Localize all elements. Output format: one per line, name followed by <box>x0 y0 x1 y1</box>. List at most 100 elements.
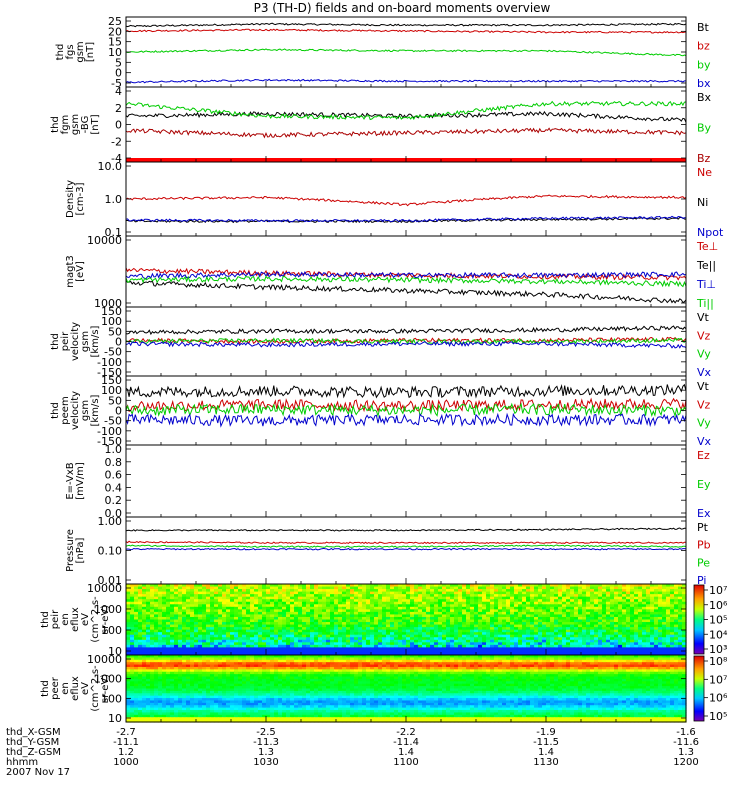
legend-label-Bz: Bz <box>697 152 711 165</box>
series-group-peir <box>125 325 687 349</box>
y-tick-label: 100 <box>101 692 122 705</box>
panel-efield: 1.00.80.60.40.20.0 E=-VxB [mV/m] Ez Ey Ex <box>65 443 711 520</box>
colorbar-tick-label: 10⁶ <box>709 692 728 705</box>
y-axis-label: en <box>60 613 71 626</box>
y-tick-label: 150 <box>101 374 122 387</box>
legend-label-Vz: Vz <box>697 329 711 342</box>
legend-label-Vt: Vt <box>697 380 710 393</box>
series-line-Vt <box>125 383 687 399</box>
y-axis-label: eV <box>80 613 91 626</box>
series-line-Bz <box>125 127 687 139</box>
y-axis-label: [km/s] <box>90 394 101 426</box>
y-axis-label: thd <box>40 611 51 628</box>
y-tick-label: 10000 <box>87 234 122 247</box>
legend-label-By: By <box>697 122 712 135</box>
series-line-Ni <box>125 216 687 224</box>
y-tick-label: 0.01 <box>98 574 123 587</box>
legend-label-Ne: Ne <box>697 166 712 179</box>
y-tick-label: 0 <box>115 405 122 418</box>
footer-value: 1.4 <box>538 747 554 758</box>
colorbar-tick-label: 10⁷ <box>709 673 727 686</box>
y-tick-label: 1.00 <box>98 515 123 528</box>
legend-label-Ey: Ey <box>697 478 711 491</box>
y-axis-label: [mV/m] <box>75 462 86 500</box>
y-tick-label: 10 <box>108 712 122 725</box>
panel-density: 10.0 1.0 0.1 Density [cm-3] Ne Ni Npot <box>65 160 724 239</box>
footer-value: -2.2 <box>396 727 416 738</box>
footer-value: 1.3 <box>258 747 274 758</box>
legend-label-by: by <box>697 58 711 71</box>
y-axis-label: [nT] <box>85 42 96 62</box>
y-tick-label: 0 <box>115 67 122 80</box>
series-line-bz <box>125 28 687 34</box>
y-tick-label: 150 <box>101 305 122 318</box>
series-line-Vy <box>125 337 687 345</box>
series-line-Vz <box>125 397 687 413</box>
y-axis-label: sr-eV) <box>100 674 111 703</box>
legend-label-Npot: Npot <box>697 226 724 239</box>
footer-value: 1030 <box>253 757 278 768</box>
legend-label-Vy: Vy <box>697 417 711 430</box>
legend-label-Ex: Ex <box>697 507 711 520</box>
y-axis-label: fgs <box>65 44 76 59</box>
footer-value: 1.2 <box>118 747 134 758</box>
y-tick-label: 10 <box>108 46 122 59</box>
y-axis-label: Pressure <box>65 529 76 572</box>
y-tick-label: 0.2 <box>105 494 123 507</box>
y-axis-label: en <box>60 682 71 695</box>
y-tick-label: 10 <box>108 645 122 658</box>
series-line-Pe <box>125 544 687 548</box>
y-axis-label: [km/s] <box>90 325 101 357</box>
panel-peer_en: 10⁸ 10⁷ 10⁶ 10⁵ 10000 1000 100 10 thd peer en eflux… <box>40 653 728 725</box>
panel-pressure: 1.00 0.10 0.01 Pressure [nPa] Pt Pb Pe Pi <box>65 515 711 587</box>
y-axis-label: (cm^2-s- <box>90 596 101 643</box>
legend-label-Ez: Ez <box>697 449 710 462</box>
legend-label-Vy: Vy <box>697 348 711 361</box>
y-tick-label: 1.0 <box>105 193 123 206</box>
y-axis-label: peer <box>50 676 61 700</box>
y-tick-label: 100 <box>101 624 122 637</box>
y-axis-label: gsm <box>70 114 81 135</box>
footer-value: -11.5 <box>533 737 559 748</box>
legend-label-Pe: Pe <box>697 556 710 569</box>
spectrogram-peer_en <box>126 655 687 723</box>
footer-value: -11.1 <box>113 737 139 748</box>
y-axis-label: gsm <box>75 41 86 62</box>
footer-value: -1.9 <box>536 727 556 738</box>
footer-value: -11.4 <box>393 737 419 748</box>
legend-label-Ti||: Ti|| <box>696 297 714 310</box>
footer-value: 1.3 <box>678 747 694 758</box>
y-tick-label: -50 <box>104 415 122 428</box>
y-axis-label: [cm-3] <box>75 182 86 215</box>
series-line-Bt <box>125 22 687 28</box>
y-axis-label: eflux <box>70 607 81 632</box>
y-tick-label: 10000 <box>87 653 122 666</box>
y-axis-label: peir <box>50 609 61 629</box>
y-axis-label: gsm <box>80 400 91 421</box>
y-axis-label: E=-VxB <box>65 462 76 499</box>
series-group-temp <box>125 267 687 304</box>
footer-value: 1.4 <box>398 747 414 758</box>
legend-label-Pb: Pb <box>697 539 711 552</box>
y-tick-label: 10000 <box>87 582 122 595</box>
series-group-fgs <box>125 22 687 84</box>
y-tick-label: 1000 <box>94 297 122 310</box>
footer-row-label: hhmm <box>6 757 38 768</box>
y-tick-label: 10.0 <box>98 160 123 173</box>
panel-fgm: 4 2 0 -2 -4 thd fgm gsm -BG [nT] Bx By Bz <box>50 85 712 165</box>
y-tick-label: 1.0 <box>105 443 123 456</box>
footer-value: -2.7 <box>116 727 136 738</box>
y-axis-label: eflux <box>70 676 81 701</box>
series-line-Vy <box>125 402 687 418</box>
y-tick-label: 0.1 <box>105 226 123 239</box>
footer-value: 1200 <box>673 757 698 768</box>
y-tick-label: 5 <box>115 56 122 69</box>
y-tick-label: 2 <box>115 102 122 115</box>
legend-label-Vt: Vt <box>697 311 710 324</box>
y-tick-label: 0.8 <box>105 456 123 469</box>
y-axis-label: [eV] <box>75 261 86 282</box>
y-axis-label: peem <box>60 396 71 424</box>
